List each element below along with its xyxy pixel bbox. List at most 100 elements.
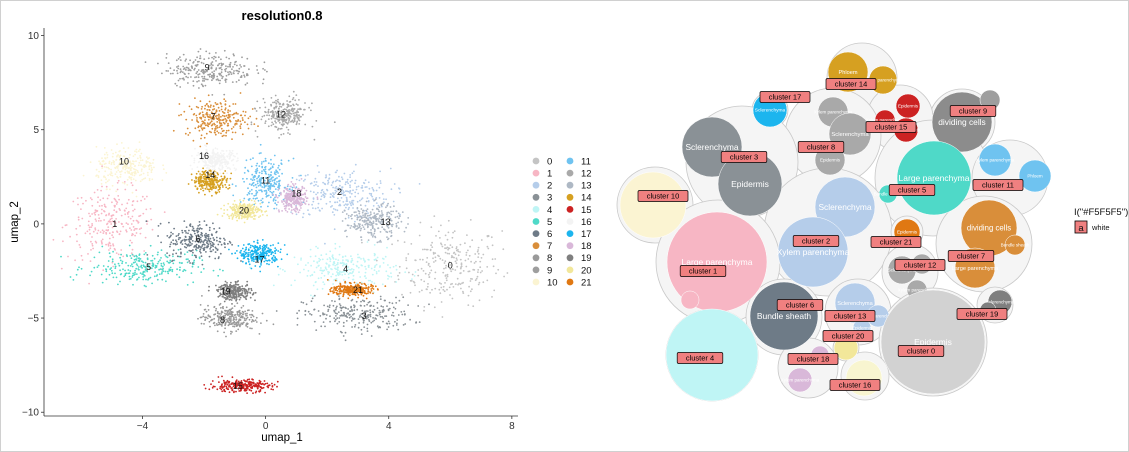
- cluster-1-point: [89, 260, 92, 262]
- cluster-7-point: [241, 117, 244, 119]
- cluster-11-point: [261, 165, 264, 168]
- cluster-8-point: [245, 323, 248, 326]
- cluster-0-point: [455, 257, 458, 260]
- cluster-1-point: [126, 202, 129, 205]
- cluster-0-point: [427, 262, 430, 265]
- cluster-9-point: [219, 79, 222, 82]
- cluster-14-point: [195, 172, 198, 175]
- cluster-12-point: [293, 118, 296, 121]
- cluster-0-point: [464, 242, 466, 245]
- cluster-18-point: [277, 201, 279, 204]
- cluster-1-point: [124, 210, 126, 212]
- cluster-10-point: [105, 188, 108, 191]
- cluster-0-point: [451, 236, 454, 239]
- cluster-17-point: [274, 250, 276, 252]
- cluster-5-point: [137, 257, 140, 260]
- cluster-4-point: [369, 279, 372, 282]
- cluster-9-point: [194, 59, 197, 61]
- cluster-3-point: [363, 300, 366, 302]
- cluster-6-point: [201, 245, 203, 248]
- cluster-7-point: [220, 124, 223, 126]
- cluster-15-point: [243, 379, 245, 381]
- cluster-3-point: [378, 312, 381, 314]
- cluster-0-point: [409, 291, 412, 294]
- cluster-6-point: [183, 220, 186, 223]
- cluster-13-point: [403, 230, 406, 233]
- cluster-7-point: [205, 132, 208, 135]
- cluster-5-point: [128, 244, 131, 247]
- cluster-1-point: [100, 212, 103, 215]
- cluster-12-point: [303, 108, 305, 111]
- cluster-4-point: [346, 266, 349, 268]
- cluster-0-point: [448, 252, 451, 255]
- cluster-6-point: [189, 262, 192, 264]
- cluster-17-point: [272, 254, 275, 257]
- cluster-3-point: [353, 325, 356, 328]
- cluster-14-point: [213, 176, 216, 179]
- cluster-4-point: [310, 294, 312, 297]
- cluster-4-point: [336, 263, 339, 265]
- cluster-15-point: [226, 379, 229, 382]
- cluster-10-point: [108, 162, 111, 164]
- cluster-10-point: [119, 171, 122, 173]
- cluster-12-point: [277, 128, 279, 131]
- cluster-9-point: [200, 61, 203, 64]
- cluster-4-point: [357, 256, 359, 259]
- cluster-0-point: [469, 245, 471, 248]
- cluster-1-point: [135, 227, 138, 230]
- cluster-17-point: [279, 248, 282, 251]
- cluster-0-point: [439, 257, 442, 260]
- cluster-2-point: [335, 185, 338, 188]
- cluster-6-point: [170, 241, 173, 244]
- cluster-4-point: [367, 266, 370, 268]
- cluster-3-point: [296, 324, 299, 326]
- cluster-11-point: [268, 168, 270, 171]
- cluster-2-point: [275, 207, 278, 210]
- cluster-10-point: [140, 173, 143, 176]
- cluster-10-point: [153, 166, 155, 169]
- cluster-7-point: [239, 114, 242, 117]
- cluster-2-point: [295, 213, 298, 216]
- cluster-2-point: [357, 192, 360, 195]
- cluster-12-point: [288, 101, 291, 103]
- cluster-6-point: [209, 248, 212, 250]
- cluster-17-point: [270, 253, 273, 256]
- cluster-11-point: [264, 157, 267, 160]
- cluster-1-point: [114, 224, 116, 227]
- cluster-2-point: [337, 187, 340, 190]
- cluster-8-point: [251, 310, 254, 312]
- cluster-3-point: [310, 300, 313, 303]
- cluster-2-point: [370, 192, 373, 195]
- cluster-11-point: [267, 205, 269, 208]
- cluster-15-point: [263, 383, 266, 386]
- cluster-2-point: [338, 179, 341, 182]
- cluster-5-point: [147, 277, 150, 280]
- cluster-4-point: [307, 262, 309, 264]
- cluster-7-point: [240, 123, 243, 126]
- cluster-2-point: [336, 179, 338, 182]
- cluster-0-point: [455, 246, 458, 248]
- cluster-4-point: [357, 266, 360, 269]
- cluster-10-point: [118, 156, 121, 159]
- cluster-12-point: [270, 97, 273, 99]
- cluster-10-point: [103, 175, 105, 178]
- cluster-16-point: [229, 155, 231, 158]
- cluster-11-point: [260, 181, 262, 184]
- cluster-9-point: [210, 76, 213, 79]
- cluster-1-point: [117, 253, 120, 256]
- cluster-14-point: [219, 183, 222, 186]
- cluster-12-point: [273, 107, 276, 110]
- cluster-13-point: [363, 221, 365, 223]
- cluster-5-point: [173, 259, 176, 262]
- cluster-8-point: [233, 323, 236, 326]
- cluster-1-point: [103, 203, 106, 206]
- cluster-3-point: [332, 304, 335, 307]
- cluster-2-point: [368, 187, 371, 190]
- cluster-1-point: [100, 189, 102, 192]
- cluster-7-point: [201, 127, 203, 130]
- cluster-3-point: [342, 306, 345, 309]
- cluster-12-point: [291, 107, 294, 110]
- cluster-1-point: [60, 267, 63, 270]
- cluster-1-point: [132, 226, 135, 228]
- cluster-13-point: [398, 217, 400, 220]
